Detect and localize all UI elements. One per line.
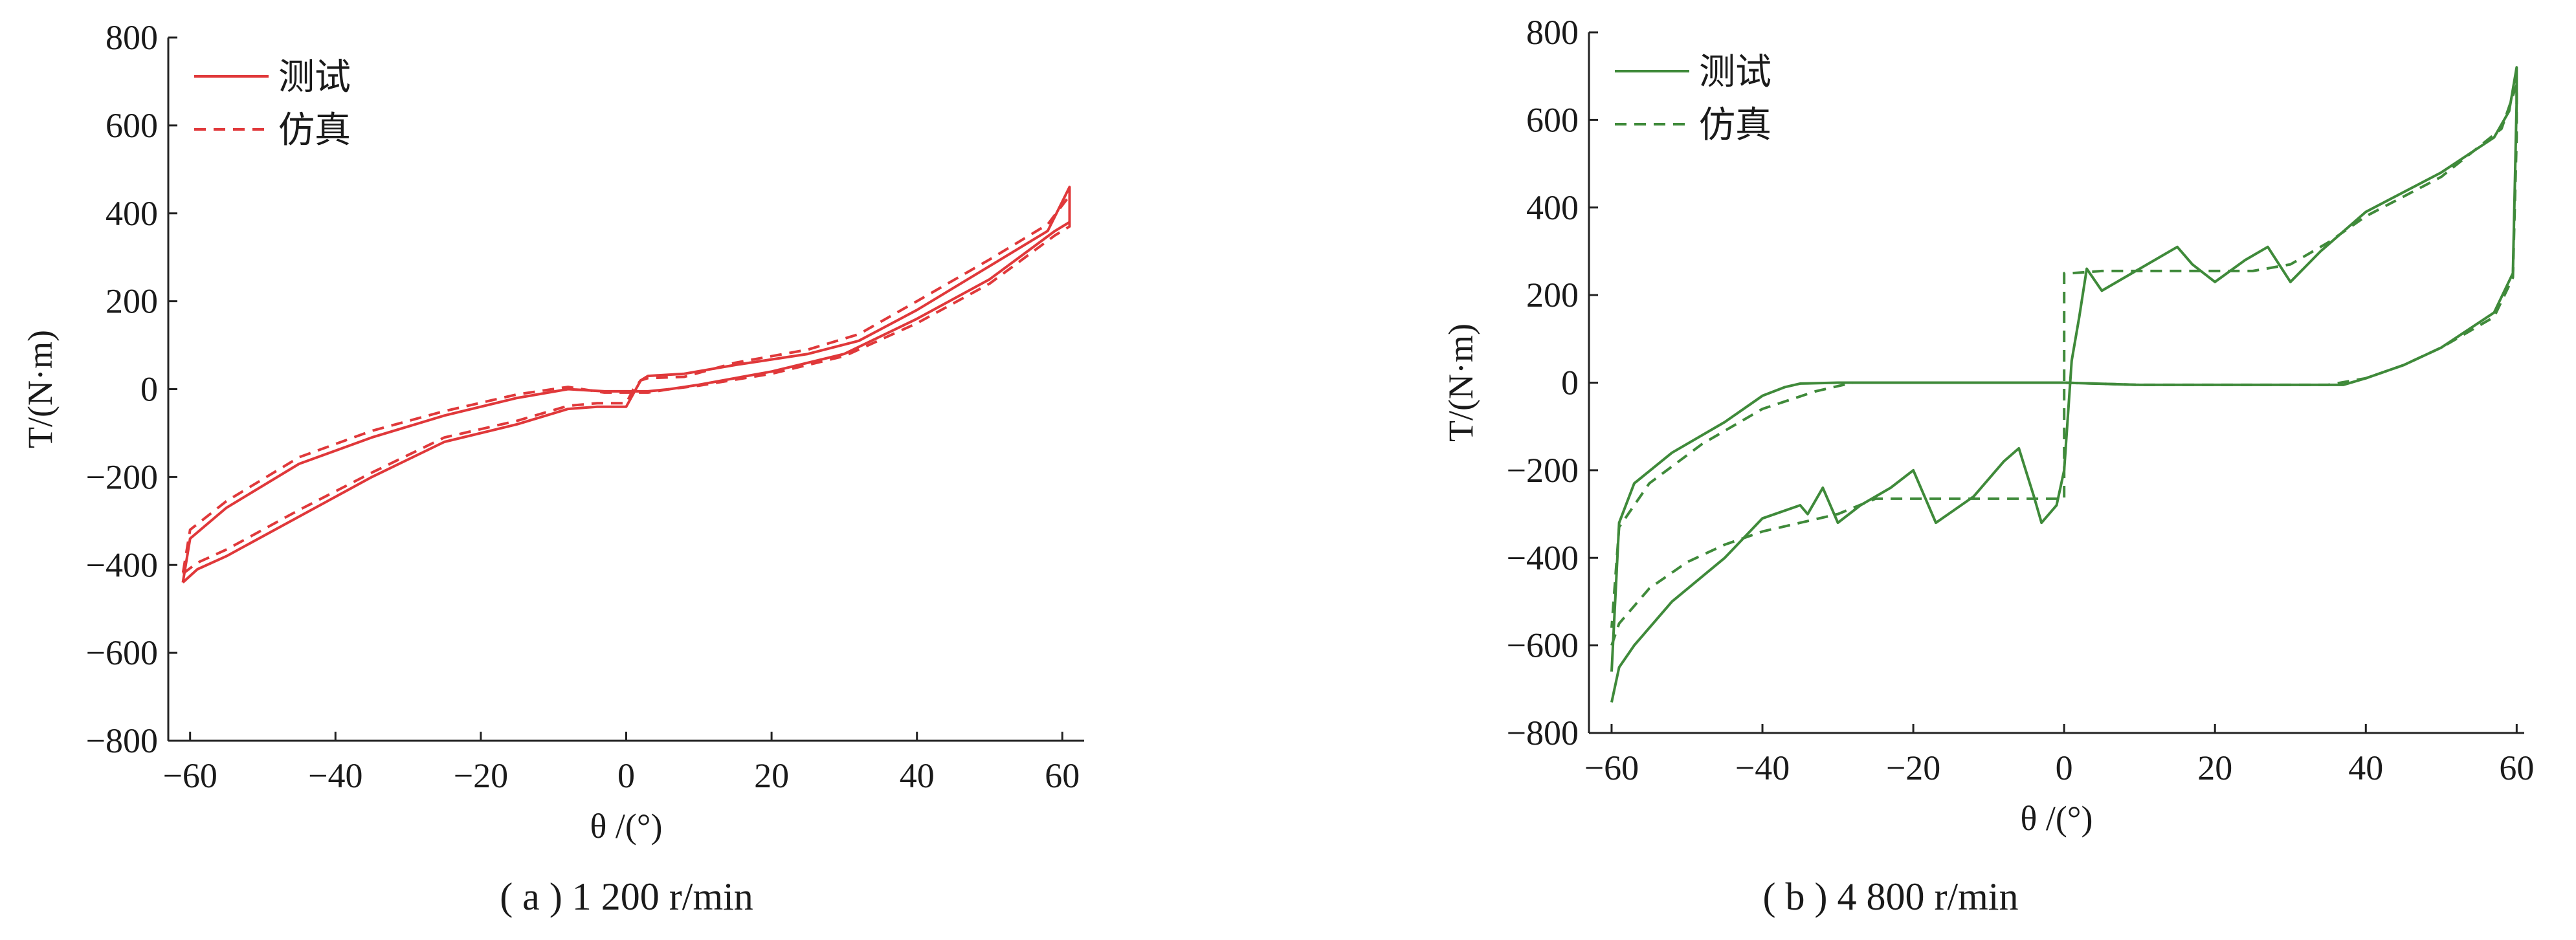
chart-a-xtick-label: −60 bbox=[162, 756, 217, 795]
chart-panel-b: −800 −600 −400 −200 0 200 400 600 800 −60 −40 −20 0 2… bbox=[1288, 0, 2576, 940]
chart-a-xtick-label: 0 bbox=[617, 756, 635, 795]
chart-b-ytick-label: 0 bbox=[1561, 364, 1579, 402]
chart-a-ytick-label: −800 bbox=[86, 721, 158, 760]
chart-b-xtick-label: 40 bbox=[2348, 749, 2383, 787]
chart-b-caption: ( b ) 4 800 r/min bbox=[1762, 875, 2019, 918]
chart-b-ytick-label: −600 bbox=[1507, 626, 1579, 665]
chart-a-series-simulated-line bbox=[181, 194, 1071, 575]
chart-b-legend-label: 测试 bbox=[1699, 51, 1771, 93]
chart-b-xtick-label: −20 bbox=[1886, 749, 1940, 787]
chart-a-legend-label: 测试 bbox=[278, 56, 351, 98]
chart-b-ytick-label: −400 bbox=[1507, 538, 1579, 577]
chart-b-ylabel: T/(N·m) bbox=[1441, 323, 1480, 442]
chart-a-ylabel: T/(N·m) bbox=[21, 330, 60, 448]
chart-a-caption: ( a ) 1 200 r/min bbox=[500, 875, 753, 918]
chart-a-ytick-label: −600 bbox=[86, 633, 158, 672]
chart-b-ytick-label: 400 bbox=[1526, 188, 1579, 227]
chart-b-xtick-label: 20 bbox=[2197, 749, 2232, 787]
chart-b-ytick-label: 200 bbox=[1526, 276, 1579, 314]
chart-a-xtick-label: 40 bbox=[900, 756, 935, 795]
chart-a-series-measured-line bbox=[181, 186, 1071, 584]
chart-b-legend-label: 仿真 bbox=[1699, 104, 1771, 146]
chart-b-ytick-label: 800 bbox=[1526, 13, 1579, 52]
chart-b-xtick-label: 60 bbox=[2499, 749, 2534, 787]
chart-b-ytick-label: 600 bbox=[1526, 100, 1579, 139]
chart-a-xtick-label: −40 bbox=[308, 756, 362, 795]
chart-a-ytick-label: 400 bbox=[105, 194, 158, 233]
chart-a-ytick-label: 600 bbox=[105, 106, 158, 145]
chart-b-ytick-label: −200 bbox=[1507, 451, 1579, 490]
chart-a-xtick-label: 60 bbox=[1045, 756, 1080, 795]
chart-a-legend-label: 仿真 bbox=[278, 109, 351, 151]
chart-b-series-simulated-line bbox=[1610, 83, 2518, 646]
chart-a-xtick-label: 20 bbox=[754, 756, 789, 795]
chart-b-xtick-label: −40 bbox=[1735, 749, 1790, 787]
chart-a-ytick-label: 0 bbox=[140, 370, 158, 409]
chart-b-xtick-label: −60 bbox=[1584, 749, 1639, 787]
chart-b-series-measured-line bbox=[1610, 66, 2518, 703]
chart-a-xlabel: θ /(°) bbox=[590, 807, 663, 846]
chart-b-xtick-label: 0 bbox=[2056, 749, 2073, 787]
chart-a-ytick-label: 800 bbox=[105, 18, 158, 57]
chart-b-ytick-label: −800 bbox=[1507, 714, 1579, 752]
chart-panel-a: −800 −600 −400 −200 0 200 400 600 800 −60 −40 −20 0 2… bbox=[21, 18, 1084, 918]
chart-b-xlabel: θ /(°) bbox=[2021, 799, 2093, 838]
chart-a-xtick-label: −20 bbox=[454, 756, 508, 795]
chart-a-ytick-label: −200 bbox=[86, 457, 158, 496]
chart-a-ytick-label: 200 bbox=[105, 282, 158, 321]
chart-a-ytick-label: −400 bbox=[86, 545, 158, 584]
